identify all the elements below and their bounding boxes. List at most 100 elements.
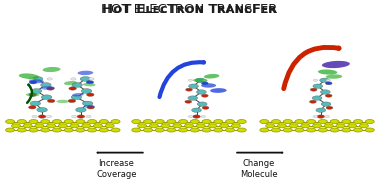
Circle shape xyxy=(6,128,15,132)
Circle shape xyxy=(173,124,182,128)
Circle shape xyxy=(326,106,333,109)
Ellipse shape xyxy=(56,100,69,103)
Circle shape xyxy=(31,89,42,93)
Circle shape xyxy=(93,124,102,128)
Circle shape xyxy=(196,124,205,128)
Circle shape xyxy=(283,128,292,132)
Circle shape xyxy=(301,124,310,128)
Circle shape xyxy=(188,79,193,81)
Circle shape xyxy=(321,90,330,94)
Ellipse shape xyxy=(322,61,350,68)
Circle shape xyxy=(6,120,15,124)
Circle shape xyxy=(99,128,108,132)
Circle shape xyxy=(307,120,316,124)
Circle shape xyxy=(186,88,192,91)
Circle shape xyxy=(208,124,217,128)
Circle shape xyxy=(202,128,211,132)
Ellipse shape xyxy=(318,70,337,75)
Circle shape xyxy=(283,120,292,124)
Circle shape xyxy=(29,81,37,84)
Circle shape xyxy=(41,95,52,100)
Ellipse shape xyxy=(29,79,44,83)
Circle shape xyxy=(295,128,304,132)
Circle shape xyxy=(17,128,26,132)
Circle shape xyxy=(46,115,51,118)
Circle shape xyxy=(214,128,223,132)
Circle shape xyxy=(310,100,316,103)
Circle shape xyxy=(144,120,152,124)
Circle shape xyxy=(324,124,333,128)
Circle shape xyxy=(46,124,56,128)
Circle shape xyxy=(197,102,207,106)
Circle shape xyxy=(321,102,331,106)
Circle shape xyxy=(310,88,317,91)
Circle shape xyxy=(17,120,26,124)
Circle shape xyxy=(41,120,50,124)
Circle shape xyxy=(201,82,208,85)
Text: HᴏT EʟᴇᴄTʀᴏɴ TʀᴀɴᴄFᴇʀ: HᴏT EʟᴇᴄTʀᴏɴ TʀᴀɴᴄFᴇʀ xyxy=(102,3,276,16)
Circle shape xyxy=(167,128,176,132)
Circle shape xyxy=(226,128,234,132)
Circle shape xyxy=(88,120,97,124)
Circle shape xyxy=(99,120,108,124)
Circle shape xyxy=(271,128,280,132)
Circle shape xyxy=(167,120,176,124)
Circle shape xyxy=(32,115,37,118)
Circle shape xyxy=(191,120,199,124)
Circle shape xyxy=(29,78,34,80)
Circle shape xyxy=(82,124,91,128)
Circle shape xyxy=(29,106,36,109)
Ellipse shape xyxy=(204,74,219,79)
Circle shape xyxy=(271,120,280,124)
Circle shape xyxy=(86,81,94,84)
Ellipse shape xyxy=(84,105,95,108)
Circle shape xyxy=(325,115,330,117)
Circle shape xyxy=(231,124,240,128)
Circle shape xyxy=(326,79,331,81)
Circle shape xyxy=(201,115,206,117)
Ellipse shape xyxy=(26,93,39,96)
Circle shape xyxy=(72,83,82,87)
Circle shape xyxy=(237,128,246,132)
Circle shape xyxy=(197,90,206,94)
Circle shape xyxy=(226,120,234,124)
Circle shape xyxy=(342,128,351,132)
Circle shape xyxy=(192,108,201,112)
Circle shape xyxy=(47,78,52,80)
Circle shape xyxy=(330,128,339,132)
Circle shape xyxy=(64,128,73,132)
Circle shape xyxy=(40,83,51,87)
Circle shape xyxy=(348,124,357,128)
Text: Change
Molecule: Change Molecule xyxy=(240,159,277,179)
Circle shape xyxy=(318,120,327,124)
Circle shape xyxy=(149,124,158,128)
Ellipse shape xyxy=(43,67,60,72)
Circle shape xyxy=(201,94,208,97)
Circle shape xyxy=(237,120,246,124)
Circle shape xyxy=(37,108,47,112)
Circle shape xyxy=(58,124,67,128)
Circle shape xyxy=(53,120,62,124)
Circle shape xyxy=(318,128,327,132)
Circle shape xyxy=(87,106,94,109)
Circle shape xyxy=(132,120,141,124)
Circle shape xyxy=(277,124,287,128)
Circle shape xyxy=(325,82,332,85)
Circle shape xyxy=(295,120,304,124)
Circle shape xyxy=(35,124,44,128)
Circle shape xyxy=(86,115,91,118)
Circle shape xyxy=(76,120,85,124)
Circle shape xyxy=(71,115,77,118)
Ellipse shape xyxy=(193,78,208,83)
Circle shape xyxy=(185,100,192,103)
Circle shape xyxy=(184,124,194,128)
Circle shape xyxy=(144,128,152,132)
Circle shape xyxy=(105,124,114,128)
Text: Increase
Coverage: Increase Coverage xyxy=(96,159,136,179)
Circle shape xyxy=(313,124,322,128)
Circle shape xyxy=(87,93,94,96)
Circle shape xyxy=(203,79,207,81)
Circle shape xyxy=(138,124,147,128)
Circle shape xyxy=(80,77,91,81)
Circle shape xyxy=(46,87,54,90)
